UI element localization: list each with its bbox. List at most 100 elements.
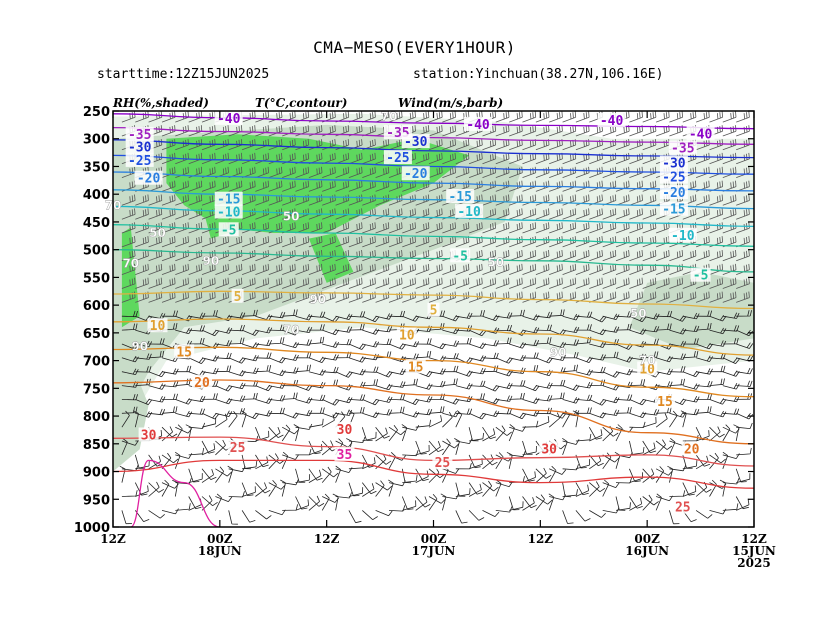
wind-barb xyxy=(322,263,336,275)
wind-barb xyxy=(241,486,256,497)
wind-barb xyxy=(629,111,643,123)
wind-barb xyxy=(549,222,563,234)
wind-barb xyxy=(642,166,657,178)
wind-barb xyxy=(615,424,623,442)
wind-barb xyxy=(375,454,392,465)
temperature-contour-label: -30 xyxy=(404,135,428,150)
wind-barb xyxy=(642,125,657,137)
wind-barb xyxy=(188,277,203,289)
wind-barb xyxy=(335,263,350,275)
start-time-label: starttime:12Z15JUN2025 xyxy=(97,67,270,82)
wind-barb xyxy=(255,166,269,178)
wind-barb xyxy=(522,397,540,404)
wind-barb xyxy=(468,139,483,151)
wind-barb xyxy=(175,152,189,165)
wind-barb xyxy=(642,222,657,234)
temperature-contour-label: 10 xyxy=(399,329,415,344)
wind-barb xyxy=(362,431,377,442)
contour-label-bg xyxy=(125,152,154,167)
wind-barb xyxy=(228,139,243,151)
wind-barb xyxy=(335,371,353,378)
wind-barb xyxy=(322,291,336,303)
wind-barb xyxy=(201,393,218,400)
wind-barb xyxy=(228,510,238,525)
wind-barb xyxy=(535,180,550,192)
wind-barb xyxy=(575,152,590,165)
wind-barb xyxy=(468,454,481,469)
wind-barb xyxy=(268,291,283,303)
wind-barb xyxy=(161,222,176,234)
wind-barb xyxy=(455,139,470,151)
wind-barb xyxy=(642,208,657,220)
wind-barb xyxy=(282,309,298,317)
rh-contour-label: 50 xyxy=(630,307,647,321)
wind-barb xyxy=(642,494,653,511)
wind-barb xyxy=(121,263,136,275)
wind-barb xyxy=(629,468,641,482)
wind-barb xyxy=(148,249,163,262)
wind-barb xyxy=(335,111,350,123)
wind-barb xyxy=(201,310,218,317)
wind-barb xyxy=(669,378,685,386)
rh-contour-label: 70 xyxy=(639,354,656,368)
wind-barb xyxy=(509,309,525,317)
wind-barb xyxy=(308,324,325,331)
wind-barb xyxy=(495,324,513,332)
wind-barb xyxy=(388,111,403,123)
wind-barb xyxy=(335,125,350,137)
wind-barb xyxy=(362,111,376,123)
wind-barb xyxy=(362,379,378,386)
wind-barb xyxy=(121,410,130,428)
wind-barb xyxy=(468,236,483,248)
wind-barb xyxy=(255,397,273,404)
wind-barb xyxy=(509,392,525,400)
wind-barb xyxy=(415,338,432,345)
wind-barb xyxy=(282,222,296,234)
temperature-contour-label: 35 xyxy=(337,448,353,463)
wind-barb xyxy=(241,291,256,303)
wind-barb xyxy=(549,468,567,475)
wind-barb xyxy=(148,208,163,220)
wind-barb xyxy=(121,249,136,262)
wind-barb xyxy=(308,263,323,275)
wind-barb xyxy=(696,310,713,317)
wind-barb xyxy=(402,236,416,248)
wind-barb xyxy=(455,462,472,470)
wind-barb xyxy=(629,263,643,275)
wind-barb xyxy=(362,457,376,470)
wind-barb xyxy=(135,236,149,248)
temperature-contour-label: -20 xyxy=(662,186,686,201)
temperature-contour-label: 10 xyxy=(639,363,655,378)
wind-barb xyxy=(509,291,523,303)
wind-barb xyxy=(175,180,189,192)
chart-title: CMA−MESO(EVERY1HOUR) xyxy=(313,38,516,57)
wind-barb xyxy=(375,383,393,391)
wind-barb xyxy=(362,236,376,248)
wind-barb xyxy=(215,493,222,511)
wind-barb xyxy=(695,111,710,123)
wind-barb xyxy=(348,236,363,248)
contour-label-bg xyxy=(405,359,426,374)
wind-barb xyxy=(495,152,510,165)
wind-barb xyxy=(615,208,630,220)
wind-barb xyxy=(629,277,643,289)
wind-barb xyxy=(161,380,179,388)
wind-barb xyxy=(388,263,403,275)
wind-barb xyxy=(308,208,323,220)
temperature-contour-label: 5 xyxy=(430,304,438,319)
wind-barb xyxy=(321,440,334,456)
wind-barb xyxy=(655,249,670,262)
wind-barb xyxy=(308,496,325,507)
wind-barb xyxy=(335,208,350,220)
wind-barb xyxy=(669,111,683,123)
rh-contour-label: 90 xyxy=(131,340,148,354)
wind-barb xyxy=(402,378,418,386)
wind-barb xyxy=(615,368,633,376)
wind-barb xyxy=(428,194,443,206)
wind-barb xyxy=(161,406,178,414)
wind-barb xyxy=(375,222,390,234)
wind-barb xyxy=(535,496,553,505)
wind-barb xyxy=(602,222,617,234)
temperature-contour-label: 30 xyxy=(337,423,353,438)
wind-barb xyxy=(255,180,269,192)
